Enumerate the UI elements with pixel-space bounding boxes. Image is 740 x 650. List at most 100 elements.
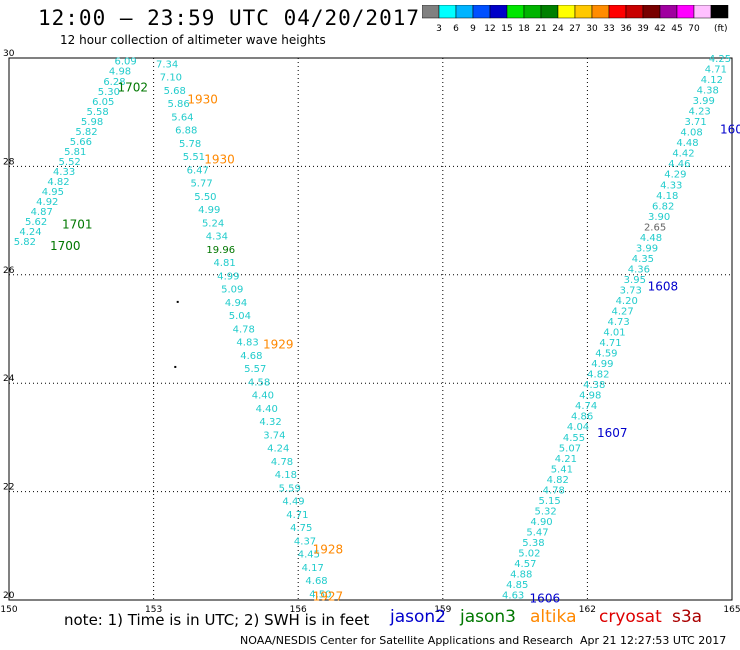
- colorbar-label: 36: [620, 24, 632, 34]
- legend-jason3: jason3: [460, 607, 516, 627]
- swh-value: 4.83: [236, 338, 258, 349]
- legend-altika: altika: [530, 607, 577, 627]
- swh-value: 4.29: [664, 170, 686, 181]
- swh-value: 5.68: [164, 86, 186, 97]
- swh-value: 4.20: [616, 296, 638, 307]
- map-subtitle: 12 hour collection of altimeter wave hei…: [60, 33, 326, 47]
- pass-label: 1928: [313, 543, 344, 557]
- swh-value: 4.34: [206, 232, 228, 243]
- swh-value: 4.33: [53, 167, 75, 178]
- swh-value: 4.99: [217, 271, 239, 282]
- lat-tick-label: 26: [3, 266, 15, 276]
- swh-value: 5.15: [539, 496, 561, 507]
- swh-value: 4.45: [298, 550, 320, 561]
- swh-value: 4.24: [267, 444, 289, 455]
- colorbar-label: 27: [569, 24, 580, 34]
- swh-value: 4.23: [689, 107, 711, 118]
- swh-value: 4.82: [587, 370, 609, 381]
- swh-value: 4.98: [579, 391, 601, 402]
- pass-label: 1606: [530, 591, 561, 605]
- swh-value: 4.38: [583, 380, 605, 391]
- lon-tick-label: 156: [290, 605, 307, 615]
- swh-value: 4.42: [672, 149, 694, 160]
- swh-value: 5.47: [526, 527, 548, 538]
- swh-value: 5.07: [559, 443, 581, 454]
- swh-value: 4.82: [547, 475, 569, 486]
- legend-s3a: s3a: [672, 607, 703, 627]
- legend-jason2: jason2: [390, 607, 446, 627]
- pass-label: 1701: [62, 217, 93, 231]
- swh-value: 5.04: [229, 311, 251, 322]
- lon-tick-label: 150: [0, 605, 17, 615]
- swh-value: 3.90: [648, 212, 670, 223]
- pass-label: 1927: [313, 590, 344, 604]
- swh-value: 6.47: [187, 165, 209, 176]
- swh-value: 5.66: [70, 137, 92, 148]
- colorbar-label: 42: [654, 24, 665, 34]
- colorbar-label: 45: [671, 24, 682, 34]
- swh-value: 4.27: [612, 307, 634, 318]
- lat-tick-label: 24: [3, 374, 15, 384]
- swh-value: 4.85: [506, 580, 528, 591]
- swh-value: 4.78: [233, 324, 255, 335]
- marker-dot: [174, 365, 177, 368]
- swh-value: 4.95: [42, 187, 64, 198]
- swh-value: 4.24: [19, 227, 41, 238]
- lat-tick-label: 30: [3, 49, 15, 59]
- pass-label: 1929: [263, 338, 294, 352]
- swh-value: 4.99: [591, 359, 613, 370]
- swh-value: 4.59: [595, 349, 617, 360]
- swh-value: 5.51: [183, 152, 205, 163]
- marker-dot: [176, 300, 179, 303]
- swh-value: 3.99: [636, 243, 658, 254]
- colorbar-label: 12: [484, 24, 495, 34]
- map-title: 12:00 – 23:59 UTC 04/20/2017: [38, 6, 421, 30]
- swh-value: 4.21: [555, 454, 577, 465]
- swh-value: 4.71: [286, 510, 308, 521]
- swh-value: 4.98: [109, 67, 131, 78]
- swh-value: 4.63: [502, 591, 524, 602]
- lon-tick-label: 165: [723, 605, 740, 615]
- swh-value: 2.65: [644, 222, 666, 233]
- swh-value: 19.96: [206, 245, 235, 256]
- footer-note: note: 1) Time is in UTC; 2) SWH is in fe…: [64, 611, 370, 629]
- swh-value: 4.17: [302, 563, 324, 574]
- swh-value: 4.38: [697, 86, 719, 97]
- color-scale-legend: 3 6 9 12 15 18 21 24 27 30 33 36 39 42 45 70 (ft): [422, 5, 729, 34]
- swh-value: 5.02: [518, 548, 540, 559]
- swh-value: 4.75: [290, 523, 312, 534]
- swh-value: 4.04: [567, 422, 589, 433]
- colorbar-label: 6: [453, 24, 459, 34]
- swh-value: 4.37: [294, 536, 316, 547]
- swh-value: 5.81: [64, 147, 86, 158]
- swh-value: 4.48: [676, 138, 698, 149]
- swh-value: 4.58: [248, 377, 270, 388]
- swh-value: 4.40: [252, 391, 274, 402]
- swh-value: 5.98: [81, 117, 103, 128]
- swh-value: 4.81: [213, 258, 235, 269]
- swh-value: 4.71: [705, 65, 727, 76]
- swh-value: 4.68: [240, 351, 262, 362]
- swh-value: 6.28: [103, 77, 125, 88]
- swh-value: 4.57: [514, 559, 536, 570]
- swh-value: 4.90: [530, 517, 552, 528]
- swh-value: 3.73: [620, 285, 642, 296]
- swh-value: 4.88: [510, 570, 532, 581]
- colorbar-label: 21: [535, 24, 546, 34]
- swh-value: 5.50: [194, 192, 216, 203]
- swh-value: 4.78: [543, 485, 565, 496]
- colorbar-swatch: [710, 5, 729, 19]
- pass-label: 1700: [50, 239, 81, 253]
- lon-tick-label: 159: [434, 605, 451, 615]
- swh-value: 5.77: [190, 179, 212, 190]
- swh-value: 4.40: [256, 404, 278, 415]
- swh-value: 7.34: [156, 59, 178, 70]
- colorbar-label: 3: [436, 24, 442, 34]
- swh-value: 4.12: [701, 75, 723, 86]
- swh-value: 4.18: [656, 191, 678, 202]
- swh-value: 4.33: [660, 180, 682, 191]
- colorbar-label: 39: [637, 24, 649, 34]
- swh-value: 4.73: [607, 317, 629, 328]
- swh-value: 4.86: [571, 412, 593, 423]
- swh-value: 6.09: [115, 57, 137, 68]
